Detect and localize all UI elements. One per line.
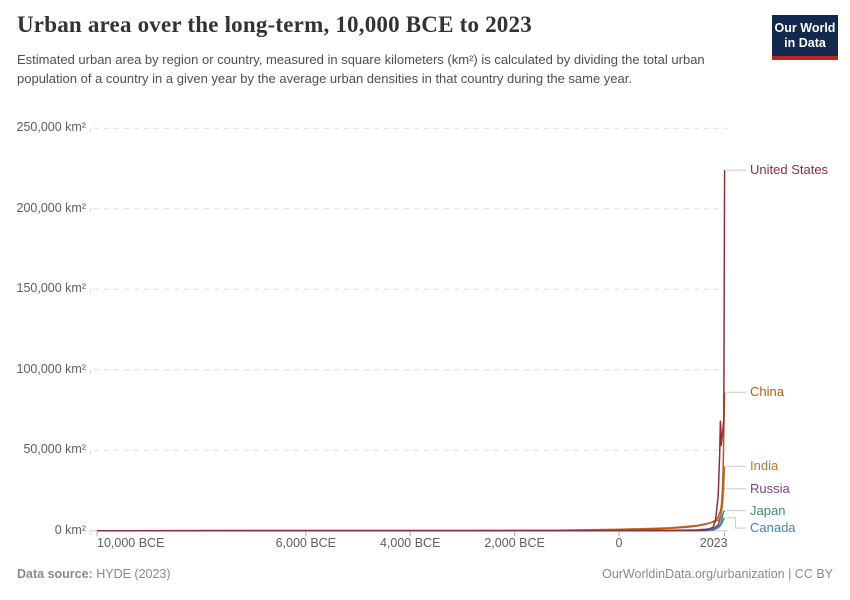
series-label-united-states[interactable]: United States	[750, 162, 829, 178]
series-label-japan[interactable]: Japan	[750, 502, 786, 518]
y-tick-label: 150,000 km²	[16, 281, 86, 296]
x-tick-label: 6,000 BCE	[275, 536, 337, 550]
x-tick-label: 0	[615, 536, 623, 550]
data-source-value: HYDE (2023)	[92, 567, 171, 581]
page-subtitle: Estimated urban area by region or countr…	[17, 52, 705, 86]
x-tick-label: 2023	[699, 536, 728, 550]
owid-logo-line1: Our World	[774, 21, 836, 35]
owid-logo-line2: in Data	[784, 36, 826, 50]
y-tick-label: 100,000 km²	[16, 361, 86, 376]
y-tick-label: 50,000 km²	[23, 442, 86, 457]
page-title: Urban area over the long-term, 10,000 BC…	[17, 12, 532, 37]
series-label-russia[interactable]: Russia	[750, 480, 790, 496]
series-label-india[interactable]: India	[750, 458, 779, 474]
chart-footer: Data source: HYDE (2023) OurWorldinData.…	[0, 567, 850, 581]
chart-area[interactable]: 0 km² 50,000 km² 100,000 km² 150,000 km² 200…	[0, 115, 850, 565]
footer-link[interactable]: OurWorldinData.org/urbanization | CC BY	[602, 567, 833, 581]
owid-logo: Our World in Data	[772, 15, 838, 60]
y-tick-label: 0 km²	[54, 522, 86, 537]
x-tick-label: 10,000 BCE	[97, 536, 165, 550]
y-tick-label: 250,000 km²	[16, 120, 86, 135]
x-tick-label: 2,000 BCE	[484, 536, 545, 550]
owid-logo-stripe	[772, 56, 838, 60]
y-tick-label: 200,000 km²	[16, 200, 86, 215]
line-chart-canvas[interactable]	[0, 115, 850, 565]
x-tick-label: 4,000 BCE	[379, 536, 441, 550]
series-label-china[interactable]: China	[750, 384, 784, 400]
series-label-canada[interactable]: Canada	[750, 520, 796, 536]
data-source: Data source: HYDE (2023)	[17, 567, 171, 581]
data-source-label: Data source:	[17, 567, 93, 581]
